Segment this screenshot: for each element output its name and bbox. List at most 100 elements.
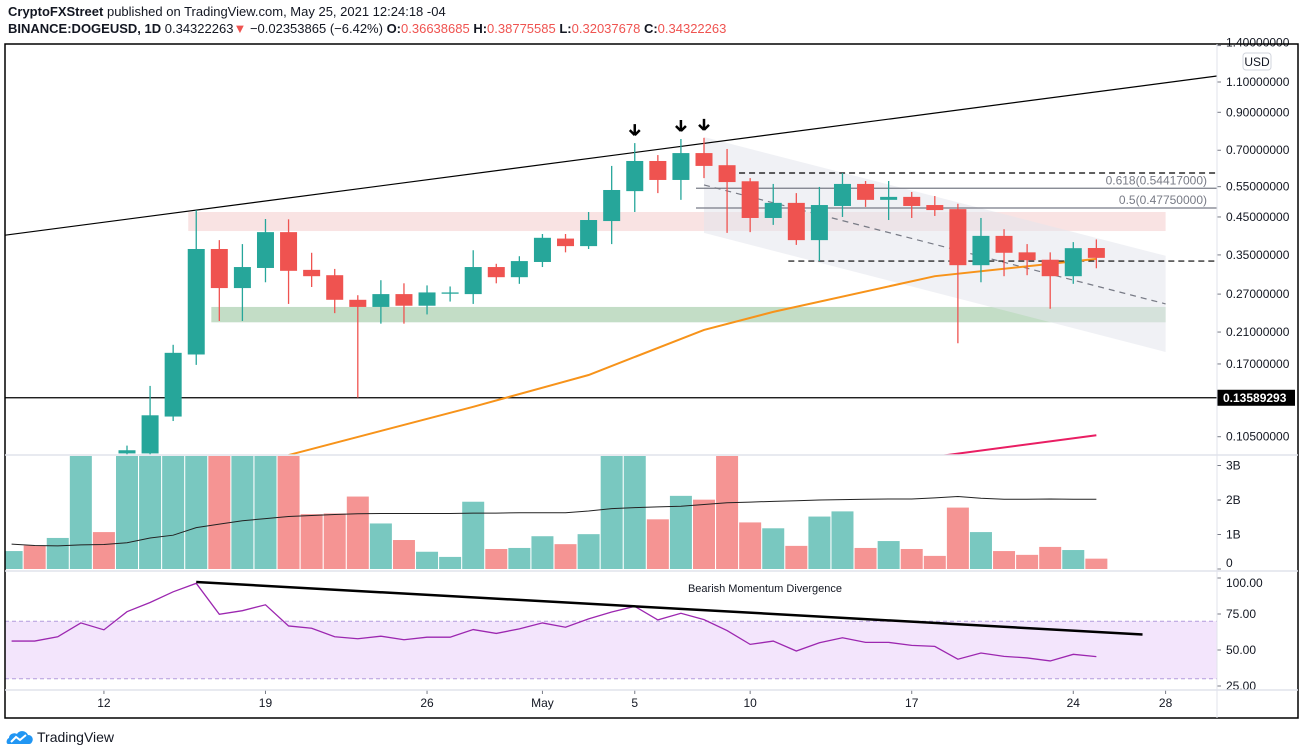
ma200-line[interactable] bbox=[935, 434, 1097, 456]
volume-bar[interactable] bbox=[877, 541, 900, 569]
volume-bar[interactable] bbox=[139, 448, 162, 569]
candle-body[interactable] bbox=[487, 267, 505, 278]
price-pane[interactable]: 0.618(0.54417000) 0.5(0.47750000) bbox=[5, 75, 1217, 460]
volume-bar[interactable] bbox=[1062, 550, 1085, 569]
volume-bar[interactable] bbox=[231, 448, 254, 569]
volume-bar[interactable] bbox=[554, 544, 577, 569]
volume-bar[interactable] bbox=[116, 448, 138, 569]
candle-body[interactable] bbox=[118, 450, 136, 454]
volume-bar[interactable] bbox=[993, 551, 1016, 569]
candle[interactable] bbox=[187, 210, 205, 365]
candle-body[interactable] bbox=[833, 183, 851, 206]
volume-bar[interactable] bbox=[808, 516, 831, 569]
candle-body[interactable] bbox=[557, 238, 575, 247]
volume-bar[interactable] bbox=[646, 519, 669, 569]
candle[interactable] bbox=[880, 181, 898, 221]
candle[interactable] bbox=[233, 244, 251, 321]
volume-bar[interactable] bbox=[716, 448, 739, 569]
candle-body[interactable] bbox=[510, 261, 528, 278]
candle-body[interactable] bbox=[626, 160, 644, 192]
candle-body[interactable] bbox=[464, 267, 482, 295]
volume-bar[interactable] bbox=[208, 448, 231, 569]
candle[interactable] bbox=[510, 256, 528, 284]
candle-body[interactable] bbox=[372, 294, 390, 307]
candle-body[interactable] bbox=[903, 196, 921, 206]
candle[interactable] bbox=[533, 233, 551, 268]
candle[interactable] bbox=[395, 283, 413, 324]
volume-bar[interactable] bbox=[485, 548, 508, 569]
candle[interactable] bbox=[210, 240, 228, 321]
candle[interactable] bbox=[603, 165, 621, 245]
candle[interactable] bbox=[1018, 244, 1036, 276]
volume-pane[interactable] bbox=[1, 448, 1108, 569]
candle-body[interactable] bbox=[256, 232, 274, 268]
volume-bar[interactable] bbox=[69, 448, 92, 569]
candle[interactable] bbox=[810, 186, 828, 262]
volume-bar[interactable] bbox=[254, 448, 277, 569]
candle-body[interactable] bbox=[395, 294, 413, 306]
candle[interactable] bbox=[580, 212, 598, 249]
candle-body[interactable] bbox=[280, 232, 298, 271]
candle[interactable] bbox=[764, 183, 782, 225]
rsi-line[interactable] bbox=[11, 582, 1097, 662]
candle[interactable] bbox=[787, 193, 805, 245]
volume-bar[interactable] bbox=[392, 540, 415, 569]
volume-bar[interactable] bbox=[762, 528, 785, 569]
candle-body[interactable] bbox=[441, 292, 459, 294]
volume-bar[interactable] bbox=[162, 448, 185, 569]
candle[interactable] bbox=[141, 385, 159, 460]
volume-bar[interactable] bbox=[277, 448, 300, 569]
candle-body[interactable] bbox=[880, 196, 898, 200]
candle[interactable] bbox=[487, 263, 505, 284]
candle[interactable] bbox=[349, 295, 367, 398]
candle-body[interactable] bbox=[672, 153, 690, 180]
candle-body[interactable] bbox=[326, 275, 344, 300]
volume-bar[interactable] bbox=[854, 547, 877, 569]
candle-body[interactable] bbox=[949, 209, 967, 266]
symbol-name[interactable]: BINANCE:DOGEUSD, 1D bbox=[8, 21, 162, 36]
candle-body[interactable] bbox=[787, 202, 805, 241]
candle[interactable] bbox=[372, 280, 390, 324]
candle-body[interactable] bbox=[580, 220, 598, 247]
volume-bar[interactable] bbox=[1016, 554, 1039, 569]
volume-bar[interactable] bbox=[23, 545, 46, 569]
volume-bar[interactable] bbox=[669, 495, 692, 569]
candle-body[interactable] bbox=[603, 189, 621, 222]
volume-bar[interactable] bbox=[46, 537, 69, 569]
volume-bar[interactable] bbox=[785, 545, 808, 569]
volume-bar[interactable] bbox=[369, 523, 392, 569]
candle-body[interactable] bbox=[1064, 248, 1082, 277]
candle[interactable] bbox=[164, 344, 182, 422]
candle-body[interactable] bbox=[349, 299, 367, 307]
ma50-line[interactable] bbox=[288, 257, 1097, 455]
volume-bar[interactable] bbox=[831, 511, 854, 569]
candle[interactable] bbox=[464, 250, 482, 304]
candle-body[interactable] bbox=[187, 248, 205, 355]
candle[interactable] bbox=[833, 173, 851, 217]
candle-body[interactable] bbox=[418, 292, 436, 306]
candle[interactable] bbox=[926, 196, 944, 216]
candle-body[interactable] bbox=[972, 235, 990, 266]
candle[interactable] bbox=[256, 218, 274, 283]
candle[interactable] bbox=[695, 137, 713, 179]
rsi-pane[interactable]: Bearish Momentum Divergence bbox=[5, 580, 1217, 680]
candle[interactable] bbox=[672, 139, 690, 200]
volume-bar[interactable] bbox=[900, 548, 923, 569]
publisher-name[interactable]: CryptoFXStreet bbox=[8, 4, 104, 19]
candle[interactable] bbox=[949, 203, 967, 344]
divergence-trendline[interactable] bbox=[196, 580, 1143, 636]
candle-body[interactable] bbox=[995, 235, 1013, 253]
volume-bar[interactable] bbox=[185, 448, 208, 569]
candle-body[interactable] bbox=[718, 165, 736, 183]
volume-bar[interactable] bbox=[600, 448, 623, 569]
volume-bar[interactable] bbox=[346, 496, 369, 569]
volume-bar[interactable] bbox=[439, 556, 462, 569]
candle-body[interactable] bbox=[857, 183, 875, 200]
candle[interactable] bbox=[903, 191, 921, 218]
volume-bar[interactable] bbox=[693, 499, 715, 569]
candle-body[interactable] bbox=[1041, 259, 1059, 277]
candle-body[interactable] bbox=[164, 352, 182, 417]
volume-bar[interactable] bbox=[1039, 546, 1062, 569]
volume-bar[interactable] bbox=[462, 501, 485, 569]
